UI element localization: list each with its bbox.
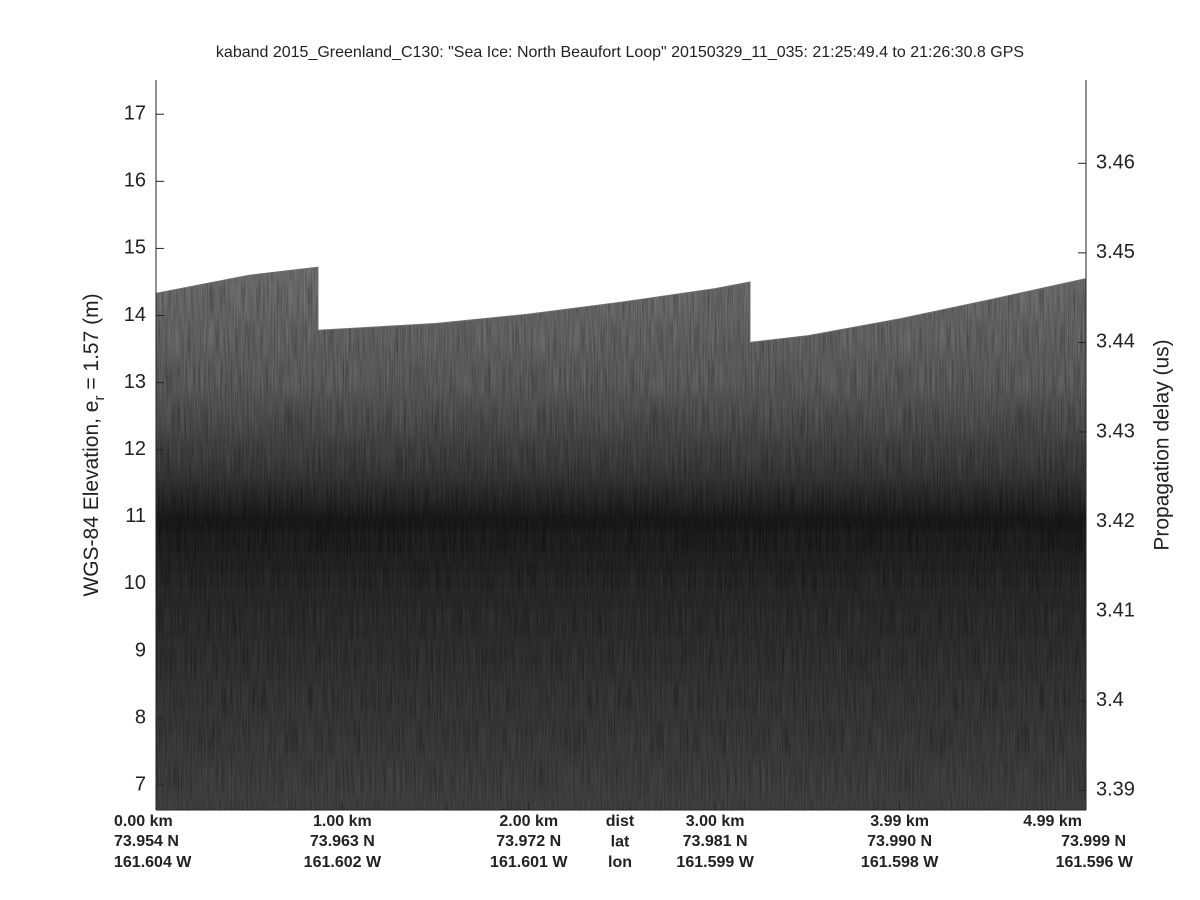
y-axis-label-sub: r xyxy=(91,396,108,401)
lat-label: 73.963 N xyxy=(310,833,375,850)
row-name: lat xyxy=(611,834,630,851)
lon-label: 161.596 W xyxy=(1056,854,1134,871)
echogram-area xyxy=(156,267,1086,811)
lon-label: 161.602 W xyxy=(304,854,382,871)
x-tick-label: 1.00 km xyxy=(313,813,372,830)
plot-area xyxy=(155,266,1087,811)
y-tick-label: 9 xyxy=(135,639,146,661)
y-axis-label-rest: = 1.57 (m) xyxy=(80,293,103,395)
lat-label: 73.954 N xyxy=(114,833,179,850)
row-name: dist xyxy=(606,813,635,830)
y2-tick-label: 3.44 xyxy=(1096,331,1135,353)
lat-label: 73.990 N xyxy=(867,833,932,850)
lon-label: 161.604 W xyxy=(114,854,192,871)
y2-tick-label: 3.45 xyxy=(1096,241,1135,263)
y2-tick-label: 3.39 xyxy=(1096,779,1135,801)
surface-line xyxy=(155,266,1087,343)
y-tick-label: 10 xyxy=(124,572,146,594)
y-axis-label: WGS-84 Elevation, er = 1.57 (m) xyxy=(80,293,108,596)
x-tick-label: 2.00 km xyxy=(499,813,558,830)
y-tick-label: 7 xyxy=(135,773,146,795)
y2-tick-label: 3.43 xyxy=(1096,420,1135,442)
lon-label: 161.599 W xyxy=(676,854,754,871)
y2-tick-label: 3.46 xyxy=(1096,152,1135,174)
y2-tick-label: 3.42 xyxy=(1096,510,1135,532)
y-tick-label: 15 xyxy=(124,237,146,259)
lat-label: 73.981 N xyxy=(683,833,748,850)
y-tick-label: 17 xyxy=(124,103,146,125)
y2-axis-label: Propagation delay (us) xyxy=(1151,339,1174,550)
y-tick-label: 14 xyxy=(124,304,146,326)
x-tick-label: 3.99 km xyxy=(870,813,929,830)
lat-label: 73.972 N xyxy=(496,833,561,850)
y2-tick-label: 3.41 xyxy=(1096,599,1135,621)
row-name: lon xyxy=(608,854,632,871)
lat-label: 73.999 N xyxy=(1061,833,1126,850)
y-tick-label: 12 xyxy=(124,438,146,460)
x-tick-label: 4.99 km xyxy=(1023,813,1082,830)
y-axis-label-main: WGS-84 Elevation, e xyxy=(80,401,103,597)
y-tick-label: 16 xyxy=(124,170,146,192)
lon-label: 161.598 W xyxy=(861,854,939,871)
y-tick-label: 8 xyxy=(135,706,146,728)
x-tick-label: 0.00 km xyxy=(114,813,173,830)
x-tick-label: 3.00 km xyxy=(686,813,745,830)
y2-tick-label: 3.4 xyxy=(1096,689,1124,711)
lon-label: 161.601 W xyxy=(490,854,568,871)
chart-title: kaband 2015_Greenland_C130: "Sea Ice: No… xyxy=(216,44,1024,61)
y-tick-label: 13 xyxy=(124,371,146,393)
y-tick-label: 11 xyxy=(125,505,146,527)
